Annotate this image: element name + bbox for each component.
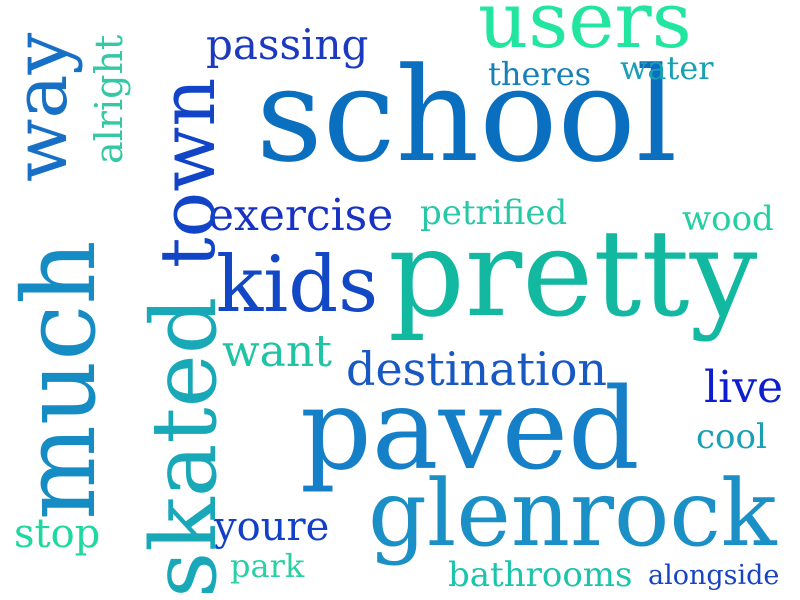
word-pretty: pretty: [388, 205, 758, 344]
word-skated: skated: [132, 296, 237, 598]
word-glenrock: glenrock: [368, 460, 777, 567]
word-exercise: exercise: [208, 190, 394, 241]
word-bathrooms: bathrooms: [448, 555, 633, 595]
word-park: park: [230, 547, 305, 585]
word-wood: wood: [682, 199, 774, 239]
word-paved: paved: [300, 365, 640, 495]
word-water: water: [620, 49, 714, 87]
word-youre: youre: [214, 504, 330, 550]
word-destination: destination: [346, 342, 608, 396]
word-want: want: [222, 326, 332, 377]
word-passing: passing: [206, 20, 369, 69]
word-live: live: [704, 362, 784, 413]
word-cool: cool: [696, 417, 767, 457]
word-school: school: [256, 39, 678, 191]
word-users: users: [478, 0, 692, 66]
word-kids: kids: [216, 240, 379, 330]
word-way: way: [0, 32, 84, 182]
word-petrified: petrified: [420, 193, 568, 233]
word-alongside: alongside: [648, 560, 780, 591]
word-stop: stop: [14, 511, 101, 557]
word-alright: alright: [87, 34, 131, 164]
word-much: much: [1, 240, 118, 520]
word-theres: theres: [488, 55, 592, 93]
word-town: town: [143, 77, 232, 268]
